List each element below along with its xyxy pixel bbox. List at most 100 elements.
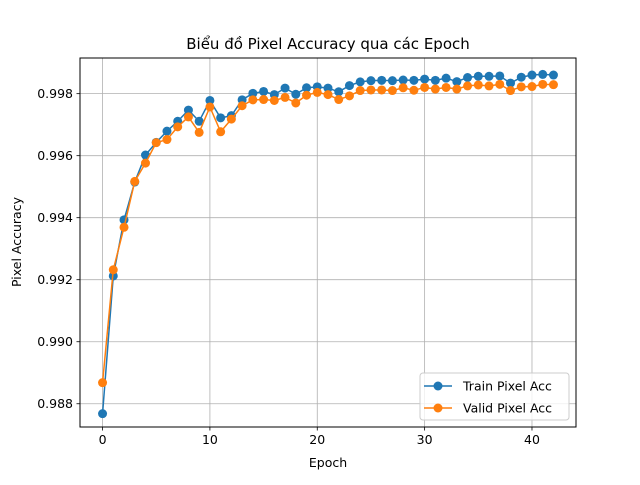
data-point-train xyxy=(387,76,397,86)
data-point-train xyxy=(162,126,172,136)
x-tick-label: 20 xyxy=(309,432,325,447)
y-tick-label: 0.994 xyxy=(37,210,73,225)
y-tick-label: 0.990 xyxy=(37,334,73,349)
plot-frame xyxy=(79,57,577,428)
data-point-valid xyxy=(280,92,290,102)
y-tick-label: 0.996 xyxy=(37,148,73,163)
data-point-train xyxy=(323,83,333,93)
data-point-train xyxy=(334,87,344,97)
y-axis-label: Pixel Accuracy xyxy=(9,196,24,287)
data-point-train xyxy=(548,70,558,80)
data-point-valid xyxy=(420,82,430,92)
data-point-valid xyxy=(194,127,204,137)
data-point-train xyxy=(377,75,387,85)
data-point-train xyxy=(248,88,258,98)
data-point-train xyxy=(420,74,430,84)
data-point-train xyxy=(441,73,451,83)
data-point-valid xyxy=(302,90,312,100)
data-point-valid xyxy=(259,95,269,105)
data-point-valid xyxy=(183,112,193,122)
data-point-valid xyxy=(269,95,279,105)
data-point-valid xyxy=(377,85,387,95)
data-point-valid xyxy=(334,95,344,105)
data-point-valid xyxy=(216,127,226,137)
series-layer xyxy=(98,69,558,419)
x-tick-label: 30 xyxy=(417,432,433,447)
data-point-valid xyxy=(140,158,150,168)
data-point-train xyxy=(205,95,215,105)
data-point-valid xyxy=(463,81,473,91)
chart-title: Biểu đồ Pixel Accuracy qua các Epoch xyxy=(186,35,470,53)
data-point-valid xyxy=(387,86,397,96)
data-point-valid xyxy=(430,84,440,94)
data-point-valid xyxy=(366,85,376,95)
data-point-train xyxy=(98,409,108,419)
data-point-valid xyxy=(484,81,494,91)
data-point-valid xyxy=(226,114,236,124)
data-point-valid xyxy=(108,265,118,275)
data-point-valid xyxy=(516,82,526,92)
data-point-train xyxy=(463,73,473,83)
data-point-train xyxy=(452,77,462,87)
data-point-train xyxy=(527,70,537,80)
data-point-train xyxy=(495,71,505,81)
data-point-valid xyxy=(162,135,172,145)
x-tick-label: 10 xyxy=(202,432,218,447)
data-point-valid xyxy=(237,101,247,111)
data-point-train xyxy=(302,83,312,93)
data-point-valid xyxy=(409,85,419,95)
data-point-valid xyxy=(173,122,183,132)
data-point-valid xyxy=(527,82,537,92)
legend-marker-valid xyxy=(433,403,443,413)
data-point-train xyxy=(538,69,548,79)
axis-ticks: 0 10 20 30 40 0.988 0.990 0.992 0.994 0.996 0.998 xyxy=(37,86,540,447)
data-point-valid xyxy=(452,84,462,94)
data-point-train xyxy=(398,75,408,85)
data-point-valid xyxy=(398,83,408,93)
y-tick-label: 0.992 xyxy=(37,272,73,287)
legend-marker-train xyxy=(433,381,443,391)
data-point-train xyxy=(409,75,419,85)
data-point-train xyxy=(344,81,354,91)
data-point-train xyxy=(366,76,376,86)
x-tick-label: 40 xyxy=(524,432,540,447)
data-point-train xyxy=(291,89,301,99)
data-point-valid xyxy=(151,138,161,148)
legend: Train Pixel Acc Valid Pixel Acc xyxy=(419,372,570,421)
data-point-valid xyxy=(130,176,140,186)
data-point-valid xyxy=(119,222,129,232)
data-point-valid xyxy=(248,95,258,105)
x-axis-label: Epoch xyxy=(309,455,347,470)
data-point-train xyxy=(259,86,269,96)
data-point-valid xyxy=(323,90,333,100)
y-tick-label: 0.998 xyxy=(37,86,73,101)
data-point-train xyxy=(280,83,290,93)
data-point-valid xyxy=(548,80,558,90)
data-point-valid xyxy=(506,86,516,96)
data-point-valid xyxy=(205,102,215,112)
data-point-valid xyxy=(538,79,548,89)
data-point-valid xyxy=(355,86,365,96)
data-point-train xyxy=(430,75,440,85)
data-point-valid xyxy=(98,378,108,388)
data-point-valid xyxy=(312,87,322,97)
data-point-valid xyxy=(473,80,483,90)
data-point-valid xyxy=(344,91,354,101)
data-point-train xyxy=(484,71,494,81)
legend-label-train: Train Pixel Acc xyxy=(462,379,552,394)
data-point-train xyxy=(216,113,226,123)
data-point-train xyxy=(355,77,365,87)
data-point-train xyxy=(506,78,516,88)
legend-box xyxy=(419,372,570,421)
x-tick-label: 0 xyxy=(99,432,107,447)
y-tick-label: 0.988 xyxy=(37,396,73,411)
data-point-valid xyxy=(495,79,505,89)
data-point-train xyxy=(473,71,483,81)
data-point-train xyxy=(183,105,193,115)
data-point-valid xyxy=(291,98,301,108)
legend-label-valid: Valid Pixel Acc xyxy=(463,401,552,416)
data-point-valid xyxy=(441,82,451,92)
data-point-train xyxy=(516,72,526,82)
